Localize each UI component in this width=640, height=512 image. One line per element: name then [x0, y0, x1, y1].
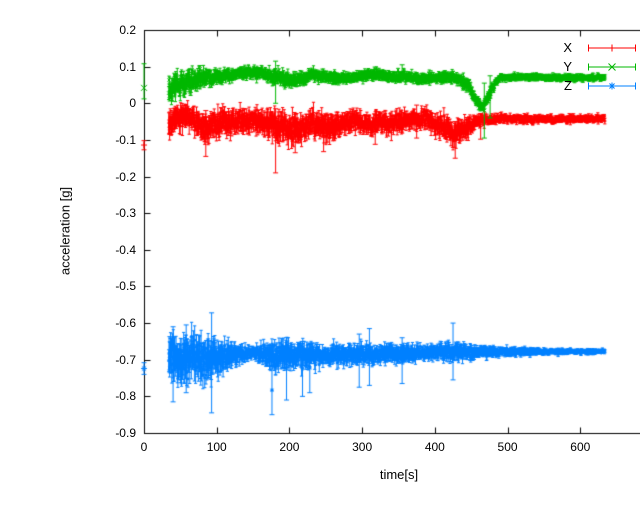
x-tick-label: 700 — [623, 440, 640, 454]
y-axis-title: acceleration [g] — [57, 186, 73, 276]
y-tick-label: -0.8 — [115, 389, 136, 404]
x-tick-label: 0 — [140, 440, 148, 454]
y-tick-label: 0 — [129, 96, 136, 111]
y-tick-label: -0.5 — [115, 279, 136, 294]
legend-entry-y: Y — [563, 57, 637, 76]
y-tick-label: -0.9 — [115, 426, 136, 440]
legend-entry-z: Z — [563, 76, 637, 95]
x-tick-label: 500 — [497, 440, 518, 454]
x-tick-label: 100 — [206, 440, 227, 454]
legend-label-z: Z — [564, 78, 572, 93]
y-tick-label: -0.2 — [115, 169, 136, 184]
legend-entry-x: X — [563, 38, 637, 57]
acceleration-chart: acceleration [g] time[s] X Y Z -0.9 -0.8 -… — [40, 16, 640, 496]
y-tick-label: -0.4 — [115, 242, 136, 257]
y-tick-label: 0.1 — [119, 59, 136, 74]
legend-label-x: X — [563, 40, 572, 55]
x-axis-title: time[s] — [379, 467, 419, 482]
legend-sample-y-errorbar — [588, 62, 636, 71]
y-tick-label: -0.1 — [115, 132, 136, 147]
y-tick-label: -0.3 — [115, 206, 136, 221]
legend-sample-z-errorbar — [588, 82, 636, 89]
y-tick-label: 0.2 — [119, 23, 136, 37]
x-tick-label: 400 — [424, 440, 445, 454]
plot-canvas — [40, 16, 640, 496]
y-tick-label: -0.6 — [115, 316, 136, 331]
legend: X Y Z — [563, 38, 637, 95]
y-tick-label: -0.7 — [115, 352, 136, 367]
x-tick-label: 600 — [570, 440, 591, 454]
legend-sample-x-errorbar — [588, 44, 636, 51]
legend-label-y: Y — [563, 59, 572, 74]
x-tick-label: 300 — [352, 440, 373, 454]
x-tick-label: 200 — [279, 440, 300, 454]
